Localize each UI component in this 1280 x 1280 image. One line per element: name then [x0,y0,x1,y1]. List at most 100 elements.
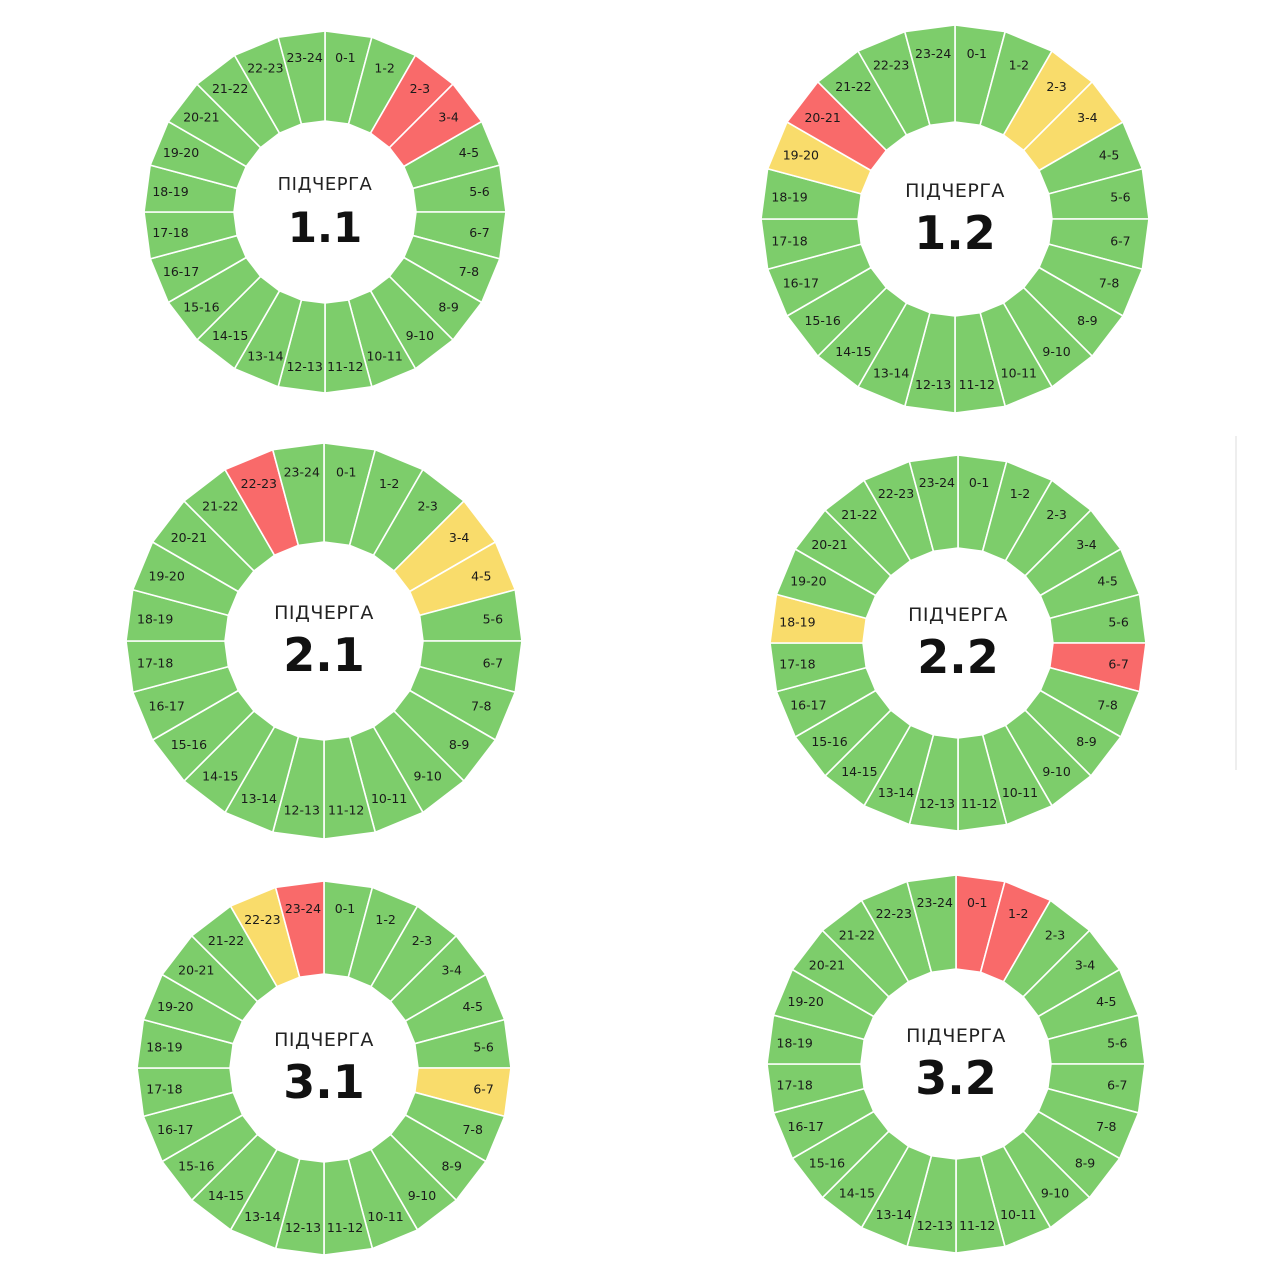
ring-center [859,123,1051,315]
hour-label-16-17: 16-17 [790,697,826,712]
hour-label-0-1: 0-1 [967,895,987,910]
hour-label-15-16: 15-16 [804,313,840,328]
hour-label-1-2: 1-2 [1008,906,1028,921]
hour-label-6-7: 6-7 [469,225,489,240]
center-number: 3.2 [915,1051,997,1105]
hour-label-8-9: 8-9 [1077,313,1097,328]
hour-label-18-19: 18-19 [779,614,815,629]
hour-label-22-23: 22-23 [241,476,277,491]
hour-label-14-15: 14-15 [835,344,871,359]
hour-label-23-24: 23-24 [285,901,321,916]
hour-label-14-15: 14-15 [839,1186,875,1201]
hour-label-10-11: 10-11 [366,348,402,363]
hour-label-3-4: 3-4 [438,110,458,125]
center-title: ПІДЧЕРГА [908,604,1008,626]
hour-label-0-1: 0-1 [336,465,356,480]
hour-label-21-22: 21-22 [208,933,244,948]
hour-label-14-15: 14-15 [202,769,238,784]
hour-label-22-23: 22-23 [873,57,909,72]
hour-label-11-12: 11-12 [327,1220,363,1235]
hour-label-4-5: 4-5 [1097,574,1117,589]
hour-label-8-9: 8-9 [449,737,469,752]
hour-label-2-3: 2-3 [1046,79,1066,94]
hour-label-5-6: 5-6 [473,1039,493,1054]
hour-label-12-13: 12-13 [915,377,951,392]
hour-label-0-1: 0-1 [335,50,355,65]
hour-label-6-7: 6-7 [1110,233,1130,248]
hour-label-19-20: 19-20 [157,999,193,1014]
center-number: 1.1 [288,203,362,252]
schedule-ring-2-2: 0-1 1-2 2-3 3-4 4-5 5-6 6-7 7-8 8-9 9-10 10-11 11-1… [769,454,1147,832]
center-number: 2.2 [917,630,999,684]
hour-label-7-8: 7-8 [1099,275,1119,290]
hour-label-13-14: 13-14 [876,1207,912,1222]
hour-label-7-8: 7-8 [1097,697,1117,712]
hour-label-20-21: 20-21 [178,963,214,978]
hour-label-1-2: 1-2 [1009,57,1029,72]
hour-label-6-7: 6-7 [1108,657,1128,672]
hour-label-18-19: 18-19 [137,611,173,626]
hour-segment-23-24 [277,30,326,125]
hour-label-5-6: 5-6 [483,611,503,626]
hour-label-18-19: 18-19 [771,190,807,205]
hour-label-22-23: 22-23 [876,906,912,921]
hour-label-16-17: 16-17 [788,1119,824,1134]
hour-label-22-23: 22-23 [247,61,283,76]
hour-label-20-21: 20-21 [171,530,207,545]
hour-label-12-13: 12-13 [285,1220,321,1235]
hour-label-15-16: 15-16 [809,1156,845,1171]
hour-segment-23-24 [274,880,325,979]
hour-label-20-21: 20-21 [811,537,847,552]
hour-label-14-15: 14-15 [212,328,248,343]
hour-label-1-2: 1-2 [1010,486,1030,501]
schedule-ring-2-1: 0-1 1-2 2-3 3-4 4-5 5-6 6-7 7-8 8-9 9-10 10-11 11-1… [125,442,523,840]
hour-label-4-5: 4-5 [471,568,491,583]
ring-center [862,970,1050,1158]
hour-label-6-7: 6-7 [1107,1078,1127,1093]
hour-label-14-15: 14-15 [841,764,877,779]
hour-label-5-6: 5-6 [1108,614,1128,629]
hour-label-20-21: 20-21 [804,110,840,125]
center-number: 2.1 [283,628,365,682]
hour-label-16-17: 16-17 [157,1122,193,1137]
hour-label-10-11: 10-11 [1001,366,1037,381]
hour-label-9-10: 9-10 [1041,1186,1069,1201]
hour-label-18-19: 18-19 [146,1039,182,1054]
hour-label-13-14: 13-14 [873,366,909,381]
hour-label-19-20: 19-20 [163,145,199,160]
hour-label-0-1: 0-1 [335,901,355,916]
ring-center [231,975,417,1161]
hour-label-3-4: 3-4 [1075,957,1095,972]
hour-label-8-9: 8-9 [1076,734,1096,749]
hour-label-4-5: 4-5 [1099,148,1119,163]
hour-label-6-7: 6-7 [483,656,503,671]
hour-label-2-3: 2-3 [1045,927,1065,942]
hour-label-13-14: 13-14 [878,785,914,800]
hour-label-0-1: 0-1 [969,475,989,490]
hour-label-11-12: 11-12 [328,802,364,817]
hour-label-17-18: 17-18 [152,225,188,240]
hour-label-10-11: 10-11 [1000,1207,1036,1222]
hour-label-4-5: 4-5 [1096,994,1116,1009]
hour-label-17-18: 17-18 [146,1082,182,1097]
scrollbar-track [1235,436,1237,770]
hour-label-7-8: 7-8 [459,264,479,279]
schedule-ring-1-2: 0-1 1-2 2-3 3-4 4-5 5-6 6-7 7-8 8-9 9-10 10-11 11-1… [760,24,1150,414]
hour-label-10-11: 10-11 [367,1209,403,1224]
hour-segment-23-24 [908,454,959,553]
hour-label-14-15: 14-15 [208,1188,244,1203]
schedule-ring-3-1: 0-1 1-2 2-3 3-4 4-5 5-6 6-7 7-8 8-9 9-10 10-11 11-1… [136,880,512,1256]
hour-label-10-11: 10-11 [371,791,407,806]
hour-label-4-5: 4-5 [462,999,482,1014]
hour-label-17-18: 17-18 [777,1078,813,1093]
hour-label-11-12: 11-12 [959,377,995,392]
hour-label-17-18: 17-18 [137,656,173,671]
center-number: 1.2 [914,206,996,260]
hour-segment-23-24 [906,874,957,974]
center-title: ПІДЧЕРГА [274,1029,374,1051]
hour-label-5-6: 5-6 [1110,190,1130,205]
hour-segment-23-24 [903,24,956,127]
hour-label-9-10: 9-10 [1042,764,1070,779]
center-title: ПІДЧЕРГА [906,1025,1006,1047]
